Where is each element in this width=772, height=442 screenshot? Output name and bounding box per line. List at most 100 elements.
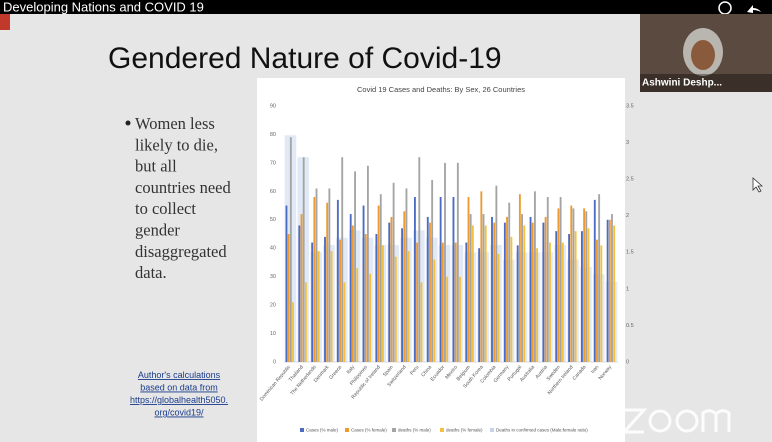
bar bbox=[336, 199, 339, 362]
bar bbox=[598, 194, 601, 362]
bar bbox=[542, 222, 545, 362]
bar bbox=[420, 282, 423, 362]
x-tick-label: Peru bbox=[409, 364, 421, 376]
legend-label: deaths (% female) bbox=[446, 428, 483, 433]
slide-title: Gendered Nature of Covid-19 bbox=[108, 42, 502, 75]
bar bbox=[503, 222, 506, 362]
bar bbox=[596, 239, 598, 362]
y-tick-label: 80 bbox=[270, 132, 276, 138]
bullet-line: likely to die, bbox=[135, 135, 218, 154]
share-icon[interactable] bbox=[747, 5, 761, 13]
bar bbox=[414, 197, 416, 362]
bar bbox=[482, 214, 485, 362]
bar bbox=[459, 276, 461, 362]
legend-label: Deaths in confirmed cases (Male:female r… bbox=[496, 428, 588, 433]
bar bbox=[495, 185, 498, 362]
legend-swatch bbox=[345, 428, 349, 432]
bar bbox=[349, 214, 352, 362]
bar bbox=[407, 251, 410, 362]
y-tick-label: 40 bbox=[270, 246, 276, 252]
bar bbox=[390, 216, 393, 362]
bar bbox=[426, 216, 429, 362]
bar bbox=[491, 216, 493, 362]
bar bbox=[557, 208, 560, 362]
bar bbox=[467, 197, 470, 362]
bar bbox=[364, 234, 367, 362]
y2-tick-label: 2.5 bbox=[626, 177, 634, 183]
bar bbox=[465, 242, 468, 362]
bar bbox=[544, 216, 547, 362]
bar bbox=[585, 211, 588, 362]
bar bbox=[561, 242, 564, 362]
bullet-line: Women less bbox=[135, 114, 215, 133]
bar bbox=[315, 188, 318, 362]
legend-swatch bbox=[440, 428, 444, 432]
bar bbox=[388, 222, 391, 362]
legend-label: deaths (% male) bbox=[398, 428, 431, 433]
y2-tick-label: 1 bbox=[626, 286, 629, 292]
bar bbox=[304, 282, 307, 362]
y-tick-label: 30 bbox=[270, 274, 276, 280]
bar bbox=[521, 214, 523, 362]
bar bbox=[351, 225, 354, 362]
y2-tick-label: 0.5 bbox=[626, 323, 634, 329]
bar bbox=[330, 251, 333, 362]
bar bbox=[606, 219, 609, 362]
bullet-line: to collect bbox=[135, 199, 196, 218]
note-line: Author's calculations bbox=[138, 370, 221, 380]
bar bbox=[456, 162, 459, 362]
bar bbox=[587, 228, 590, 362]
bar bbox=[568, 234, 571, 362]
y-tick-label: 10 bbox=[270, 331, 276, 337]
bar bbox=[377, 205, 380, 362]
y-tick-label: 20 bbox=[270, 303, 276, 309]
participant-face bbox=[691, 40, 715, 70]
legend-label: Cases (% female) bbox=[351, 428, 387, 433]
bar bbox=[392, 182, 395, 362]
bar bbox=[583, 208, 586, 362]
y-tick-label: 0 bbox=[273, 359, 276, 365]
bar bbox=[405, 188, 408, 362]
bar bbox=[574, 231, 577, 362]
y2-tick-label: 0 bbox=[626, 359, 629, 365]
legend-swatch bbox=[392, 428, 396, 432]
bar bbox=[343, 282, 346, 362]
bar bbox=[546, 197, 549, 362]
bar bbox=[311, 242, 314, 362]
zoom-watermark bbox=[620, 408, 731, 434]
bar bbox=[549, 242, 551, 362]
bar bbox=[480, 191, 483, 362]
bar bbox=[529, 216, 532, 362]
bar bbox=[362, 205, 365, 362]
bar bbox=[354, 171, 356, 362]
bar bbox=[302, 157, 305, 362]
bullet-line: data. bbox=[135, 263, 167, 282]
bar bbox=[379, 194, 382, 362]
bar bbox=[287, 234, 290, 362]
participant-name: Ashwini Deshp... bbox=[642, 78, 722, 89]
bar bbox=[433, 259, 436, 362]
bar bbox=[375, 234, 378, 362]
bullet-text: Women less likely to die, but all countries… bbox=[135, 114, 232, 282]
bar bbox=[572, 208, 575, 362]
slide-accent bbox=[0, 14, 10, 30]
bar bbox=[300, 214, 303, 362]
bullet-dot bbox=[125, 120, 131, 126]
bar bbox=[510, 236, 513, 362]
video-title[interactable]: Developing Nations and COVID 19 bbox=[3, 0, 204, 14]
y2-tick-label: 1.5 bbox=[626, 250, 634, 256]
top-bar bbox=[0, 0, 772, 14]
bar bbox=[394, 256, 397, 362]
name-bg bbox=[640, 74, 772, 92]
x-tick-label: Italy bbox=[346, 364, 357, 375]
bullet-line: countries need bbox=[135, 178, 232, 197]
bar bbox=[471, 225, 474, 362]
y2-tick-label: 2 bbox=[626, 213, 629, 219]
y-tick-label: 70 bbox=[270, 160, 276, 166]
y2-tick-label: 3.5 bbox=[626, 103, 634, 109]
note-line: based on data from bbox=[140, 383, 218, 393]
bar bbox=[324, 236, 326, 362]
bar bbox=[581, 231, 583, 362]
bar bbox=[454, 242, 457, 362]
